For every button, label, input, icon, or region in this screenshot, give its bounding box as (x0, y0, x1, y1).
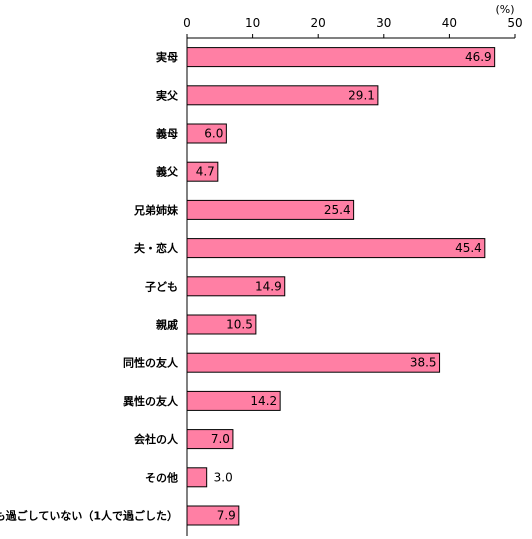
category-label: 夫・恋人 (134, 241, 179, 255)
value-label: 7.9 (217, 509, 236, 523)
value-label: 14.2 (250, 394, 277, 408)
x-tick-label: 40 (442, 16, 457, 30)
category-label: 誰とも過ごしていない（1人で過ごした） (0, 509, 178, 523)
x-axis-ticks: 0 10 20 30 40 50 (183, 16, 523, 38)
x-tick-label: 30 (376, 16, 391, 30)
value-label: 6.0 (204, 127, 223, 141)
category-label: 義母 (156, 127, 178, 141)
value-label: 45.4 (455, 241, 482, 255)
value-label: 14.9 (255, 279, 282, 293)
bar (186, 47, 496, 68)
category-label: 兄弟姉妹 (133, 203, 179, 217)
x-tick-label: 0 (183, 16, 191, 30)
bar (186, 314, 257, 335)
bar (186, 429, 234, 450)
bar (186, 238, 486, 259)
unit-label: (%) (495, 3, 514, 16)
bar (186, 467, 208, 488)
bar (186, 352, 441, 373)
bars-group: 実母 46.9 実父 29.1 義母 6.0 義父 4.7 兄弟姉妹 25.4 夫・恋人 45.4 子ど… (0, 47, 496, 526)
x-tick-label: 50 (507, 16, 522, 30)
x-tick-label: 20 (311, 16, 326, 30)
value-label: 4.7 (196, 165, 215, 179)
category-label: 義父 (156, 165, 179, 179)
value-label: 29.1 (348, 88, 375, 102)
category-label: 実父 (156, 88, 179, 102)
category-label: 同性の友人 (123, 356, 179, 370)
category-label: その他 (145, 470, 178, 484)
bar (186, 161, 219, 182)
category-label: 会社の人 (134, 432, 179, 446)
value-label: 25.4 (324, 203, 351, 217)
value-label: 46.9 (465, 50, 492, 64)
value-label: 3.0 (214, 470, 233, 484)
bar (186, 199, 355, 220)
category-label: 子ども (145, 280, 178, 293)
bar (186, 85, 379, 106)
bar (186, 390, 281, 411)
bar (186, 505, 240, 526)
bar (186, 123, 227, 144)
value-label: 10.5 (226, 318, 253, 332)
x-tick-label: 10 (245, 16, 260, 30)
category-label: 実母 (156, 50, 178, 64)
category-label: 異性の友人 (123, 394, 179, 408)
bar (186, 276, 286, 297)
category-label: 親戚 (156, 318, 178, 332)
value-label: 38.5 (410, 356, 437, 370)
value-label: 7.0 (211, 432, 230, 446)
